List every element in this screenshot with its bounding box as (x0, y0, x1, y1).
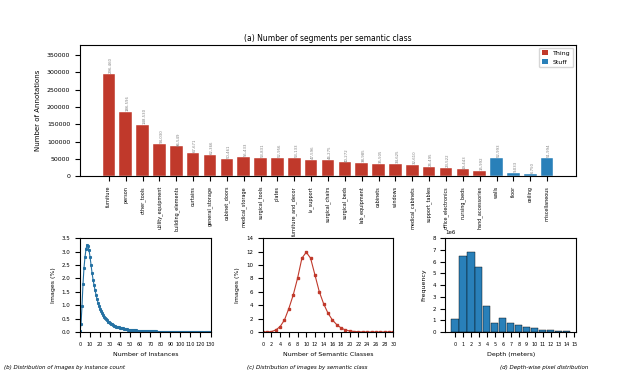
Bar (305, 160, 317, 176)
Text: 148,530: 148,530 (143, 108, 147, 124)
Bar (271, 158, 284, 176)
Bar (355, 163, 368, 176)
Bar (456, 169, 469, 176)
Bar (254, 157, 267, 176)
Text: 52,956: 52,956 (277, 144, 282, 157)
Bar (372, 164, 385, 176)
Text: 46,275: 46,275 (328, 146, 332, 160)
Text: 86,549: 86,549 (176, 132, 180, 145)
Y-axis label: Images (%): Images (%) (51, 267, 56, 303)
Bar (524, 174, 536, 176)
Bar (539, 330, 546, 332)
Bar (406, 165, 419, 176)
X-axis label: Number of Instances: Number of Instances (113, 352, 178, 357)
Bar (153, 144, 166, 176)
Bar (460, 256, 467, 332)
Y-axis label: Frequency: Frequency (422, 269, 427, 301)
Bar (288, 158, 301, 176)
Bar (555, 331, 562, 332)
Bar (136, 125, 149, 176)
Bar (187, 153, 200, 176)
Bar (423, 167, 435, 176)
Bar (474, 170, 486, 176)
Text: (b) Distribution of images by instance count: (b) Distribution of images by instance c… (3, 365, 125, 370)
Bar (563, 331, 570, 332)
Text: 35,505: 35,505 (379, 150, 383, 163)
Bar (507, 323, 515, 332)
Bar (476, 267, 483, 332)
Text: 19,443: 19,443 (463, 155, 467, 169)
Text: 23,522: 23,522 (446, 154, 450, 167)
Bar (204, 154, 216, 176)
Bar (451, 319, 459, 332)
Bar (339, 162, 351, 176)
Bar (120, 112, 132, 176)
Y-axis label: Number of Annotations: Number of Annotations (35, 70, 42, 151)
Bar (541, 158, 554, 176)
Text: 53,133: 53,133 (294, 144, 298, 157)
Bar (170, 146, 182, 176)
Text: 51,994: 51,994 (547, 144, 551, 157)
Y-axis label: Images (%): Images (%) (236, 267, 241, 303)
X-axis label: Depth (meters): Depth (meters) (486, 352, 535, 357)
Bar (237, 157, 250, 176)
Bar (523, 327, 531, 332)
Text: 186,596: 186,596 (125, 95, 130, 111)
Text: 67,671: 67,671 (193, 139, 197, 152)
Title: (a) Number of segments per semantic class: (a) Number of segments per semantic clas… (244, 34, 412, 43)
Bar (389, 164, 402, 176)
Text: 34,625: 34,625 (396, 150, 399, 163)
Text: 15,992: 15,992 (480, 156, 484, 170)
Text: 94,030: 94,030 (159, 129, 163, 143)
Bar (515, 325, 522, 332)
Text: 50,461: 50,461 (227, 144, 231, 158)
Text: 53,831: 53,831 (260, 143, 264, 157)
Text: 55,433: 55,433 (244, 143, 248, 156)
Text: 62,366: 62,366 (210, 141, 214, 154)
Bar (322, 160, 334, 176)
Text: 47,596: 47,596 (311, 145, 315, 159)
Bar (531, 329, 538, 332)
Text: 52,993: 52,993 (497, 144, 500, 157)
Bar (499, 318, 506, 332)
Text: 296,460: 296,460 (109, 57, 113, 73)
Text: 40,272: 40,272 (345, 148, 349, 162)
Bar (492, 323, 499, 332)
Text: (c) Distribution of images by semantic class: (c) Distribution of images by semantic c… (247, 365, 367, 370)
Bar (102, 73, 115, 176)
Text: (d) Depth-wise pixel distribution: (d) Depth-wise pixel distribution (500, 365, 588, 370)
Text: 6,750: 6,750 (531, 162, 534, 173)
Bar (490, 158, 503, 176)
Text: 32,610: 32,610 (412, 151, 416, 164)
X-axis label: Number of Semantic Classes: Number of Semantic Classes (283, 352, 373, 357)
Bar (547, 330, 554, 332)
Legend: Thing, Stuff: Thing, Stuff (539, 48, 573, 67)
Bar (507, 173, 520, 176)
Bar (221, 159, 233, 176)
Text: 9,033: 9,033 (513, 161, 517, 172)
Bar (440, 168, 452, 176)
Text: 38,985: 38,985 (362, 148, 365, 162)
Bar (483, 306, 490, 332)
Bar (467, 252, 474, 332)
Text: 26,495: 26,495 (429, 153, 433, 166)
